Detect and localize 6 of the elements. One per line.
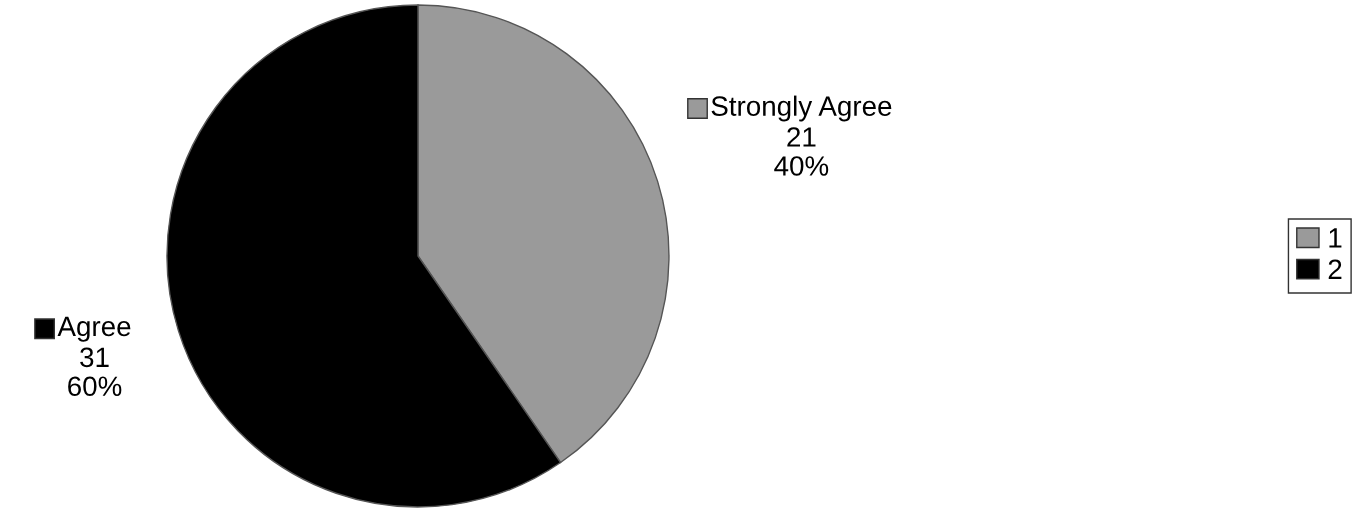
- legend-label: Strongly Agree: [711, 95, 892, 122]
- text: 2: [1328, 259, 1342, 279]
- data-label: 31 60%: [68, 347, 122, 397]
- text: 1: [1329, 228, 1342, 248]
- data-label: 21 40%: [774, 127, 829, 176]
- legend-label: Agree: [57, 316, 131, 342]
